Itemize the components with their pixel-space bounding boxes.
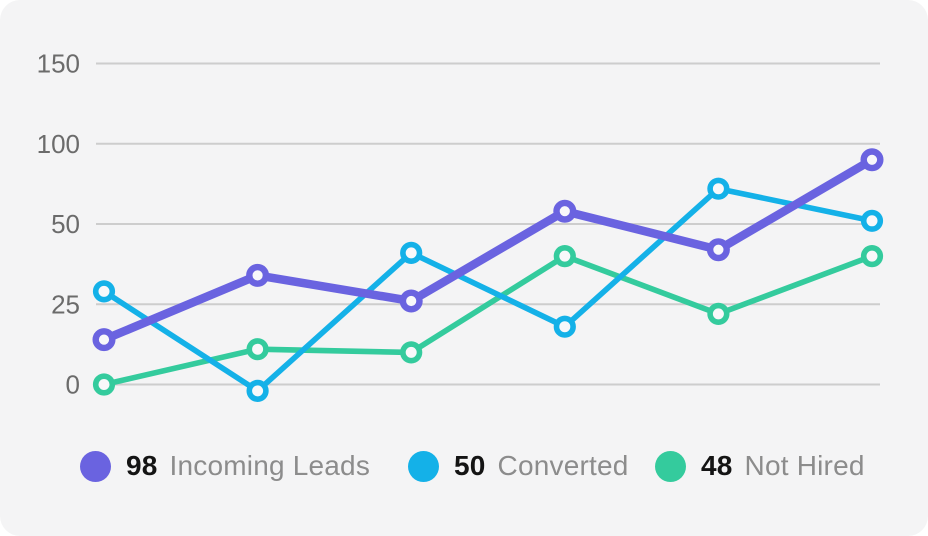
legend-item-not-hired[interactable]: 48 Not Hired <box>655 449 865 483</box>
series-line-incoming-leads <box>99 155 877 344</box>
series-line-converted <box>101 185 875 394</box>
legend-label: Incoming Leads <box>169 450 371 481</box>
data-point-not-hired[interactable] <box>92 373 116 396</box>
data-point-converted[interactable] <box>92 280 116 303</box>
y-axis-tick-label: 150 <box>37 49 80 79</box>
legend-item-converted[interactable]: 50 Converted <box>408 449 629 483</box>
y-axis-tick-label: 0 <box>66 370 80 400</box>
line-chart: 150 100 50 25 0 <box>37 49 884 403</box>
data-point-converted[interactable] <box>860 209 884 232</box>
y-axis-tick-label: 50 <box>51 209 80 239</box>
data-point-incoming-leads[interactable] <box>246 263 270 287</box>
y-axis-tick-label: 100 <box>37 129 80 159</box>
data-point-not-hired[interactable] <box>707 302 730 326</box>
data-point-not-hired[interactable] <box>246 338 269 361</box>
data-point-not-hired[interactable] <box>553 245 576 268</box>
converted-dot-icon <box>408 450 439 482</box>
legend-value: 98 <box>126 450 158 481</box>
data-point-incoming-leads[interactable] <box>860 148 884 172</box>
y-axis-tick-label: 25 <box>51 289 80 319</box>
data-point-not-hired[interactable] <box>860 245 884 268</box>
series-line-not-hired <box>101 253 875 388</box>
data-point-converted[interactable] <box>553 315 576 338</box>
legend-label: Not Hired <box>744 450 865 481</box>
data-point-converted[interactable] <box>400 241 423 264</box>
data-point-incoming-leads[interactable] <box>92 328 116 352</box>
legend-value: 50 <box>454 450 486 481</box>
data-point-not-hired[interactable] <box>400 341 423 364</box>
legend-item-incoming-leads[interactable]: 98 Incoming Leads <box>80 449 370 483</box>
data-point-incoming-leads[interactable] <box>399 289 423 313</box>
legend-label: Converted <box>497 450 629 481</box>
data-point-converted[interactable] <box>707 177 730 200</box>
data-point-converted[interactable] <box>246 379 269 403</box>
not-hired-dot-icon <box>655 450 686 482</box>
legend-value: 48 <box>701 450 733 481</box>
data-point-incoming-leads[interactable] <box>553 199 577 223</box>
chart-legend: 98 Incoming Leads 50 Converted 48 Not Hi… <box>0 449 928 483</box>
incoming-leads-dot-icon <box>80 450 111 482</box>
data-point-incoming-leads[interactable] <box>706 238 730 262</box>
